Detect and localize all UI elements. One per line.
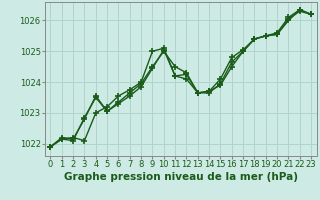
X-axis label: Graphe pression niveau de la mer (hPa): Graphe pression niveau de la mer (hPa) — [64, 172, 298, 182]
